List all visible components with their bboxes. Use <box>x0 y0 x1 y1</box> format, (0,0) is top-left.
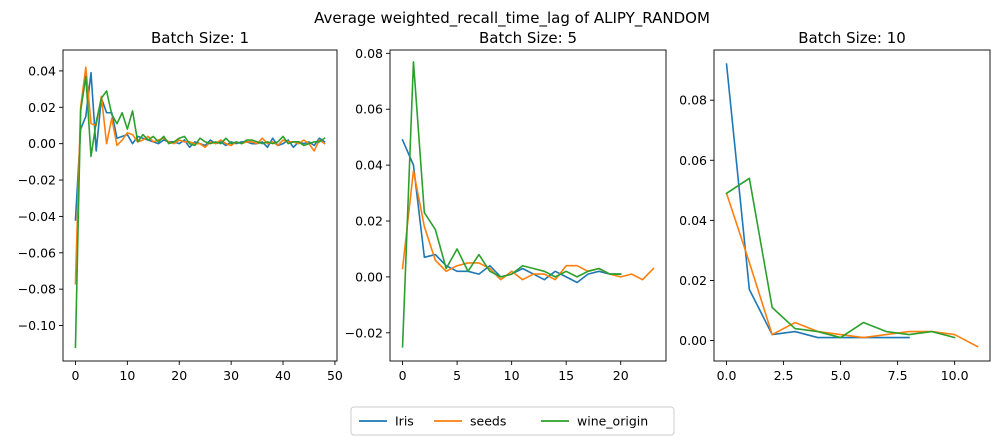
x-tick-label: 20 <box>613 368 629 383</box>
y-tick-label: 0.00 <box>355 269 383 284</box>
series-line-wine-origin <box>74 75 326 349</box>
axes-frame <box>713 49 991 362</box>
subplot-title: Batch Size: 1 <box>151 29 249 47</box>
x-tick-label: 30 <box>223 368 239 383</box>
plot-area <box>725 63 979 348</box>
axes-frame <box>389 49 667 362</box>
y-tick-label: 0.06 <box>355 102 383 117</box>
y-tick-label: 0.00 <box>679 333 707 348</box>
subplot-title: Batch Size: 5 <box>479 29 577 47</box>
x-tick-label: 10 <box>119 368 135 383</box>
legend-label: wine_origin <box>577 414 648 429</box>
x-tick-label: 50 <box>327 368 343 383</box>
y-tick-label: −0.10 <box>18 318 56 333</box>
subplot-title: Batch Size: 10 <box>798 29 906 47</box>
figure-title: Average weighted_recall_time_lag of ALIP… <box>314 9 710 28</box>
y-tick-label: 0.04 <box>355 158 383 173</box>
x-tick-label: 7.5 <box>888 368 908 383</box>
x-tick-label: 20 <box>171 368 187 383</box>
y-tick-label: 0.00 <box>28 136 56 151</box>
subplots: Batch Size: 10 10 20 30 40 50−0.10−0.08−0.06−… <box>18 29 991 383</box>
x-tick-label: 0 <box>71 368 79 383</box>
y-tick-label: 0.06 <box>679 153 707 168</box>
x-tick-label: 40 <box>275 368 291 383</box>
y-tick-label: 0.08 <box>355 46 383 61</box>
y-tick-label: −0.02 <box>18 173 56 188</box>
legend: Iris seeds wine_origin <box>350 406 675 436</box>
x-tick-label: 5 <box>453 368 461 383</box>
series-line-seeds <box>401 169 655 281</box>
x-tick-label: 10 <box>504 368 520 383</box>
x-tick-label: 0.0 <box>717 368 737 383</box>
subplot-2: Batch Size: 5 0 5 10 15 20 −0.02 0.00 0.02 0.04 0.… <box>345 29 667 383</box>
y-tick-label: −0.06 <box>18 245 56 260</box>
subplot-3: Batch Size: 10 0.0 2.5 5.0 7.5 10.0 0.00 0.02 0.… <box>679 29 991 383</box>
subplot-1: Batch Size: 1 0 10 20 30 40 50 −0.10 −0.08 −0.06 −… <box>18 29 343 383</box>
y-tick-label: 0.08 <box>679 93 707 108</box>
x-tick-label: 2.5 <box>774 368 794 383</box>
x-tick-label: 10.0 <box>941 368 969 383</box>
series-line-iris <box>74 71 326 221</box>
series-line-seeds <box>74 66 326 285</box>
axes-frame <box>62 49 338 362</box>
y-tick-label: −0.04 <box>18 209 56 224</box>
y-tick-label: −0.02 <box>345 325 383 340</box>
series-line-wine-origin <box>725 177 956 339</box>
legend-label: seeds <box>470 414 506 429</box>
y-tick-label: 0.02 <box>355 214 383 229</box>
series-line-seeds <box>725 192 979 348</box>
y-tick-label: 0.02 <box>28 100 56 115</box>
x-tick-label: 5.0 <box>831 368 851 383</box>
plot-area <box>74 66 326 349</box>
plot-area <box>401 60 655 348</box>
legend-label: Iris <box>395 414 414 429</box>
series-line-iris <box>725 63 910 339</box>
y-tick-label: −0.08 <box>18 282 56 297</box>
series-line-wine-origin <box>401 60 622 348</box>
legend-box <box>350 406 675 436</box>
y-tick-label: 0.04 <box>679 213 707 228</box>
y-tick-label: 0.04 <box>28 63 56 78</box>
x-tick-label: 0 <box>399 368 407 383</box>
y-tick-label: 0.02 <box>679 273 707 288</box>
x-tick-label: 15 <box>558 368 574 383</box>
